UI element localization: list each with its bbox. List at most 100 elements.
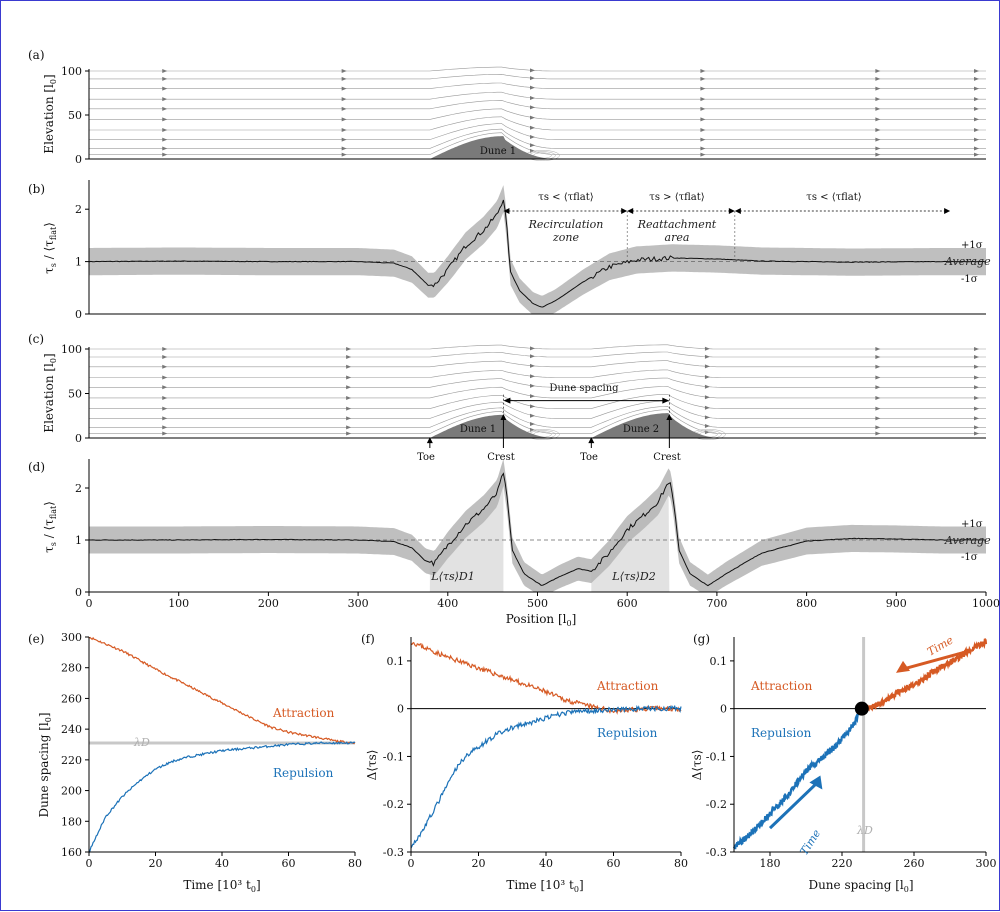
panel-label-g: (g) xyxy=(693,632,710,646)
panel-f: 0 20 40 60 80 -0.3 -0.2 -0.1 0 0.1 xyxy=(383,637,688,870)
y-tick-label: 280 xyxy=(61,662,82,675)
flow-arrow-icon xyxy=(162,117,168,122)
flow-arrow-icon xyxy=(530,363,536,368)
region-arrow-head xyxy=(728,208,735,214)
x-tick-label: 260 xyxy=(904,857,925,870)
svg-text:Δ⟨τs⟩: Δ⟨τs⟩ xyxy=(365,750,379,781)
x-tick-label: 40 xyxy=(215,857,229,870)
region-arrow-head xyxy=(944,208,951,214)
flow-arrow-icon xyxy=(162,69,168,73)
x-tick-label: 800 xyxy=(796,597,817,610)
flow-arrow-icon xyxy=(704,364,710,369)
flow-arrow-icon xyxy=(974,395,980,400)
y-tick-label: 100 xyxy=(61,65,82,78)
streamline xyxy=(89,108,986,120)
y-tick-label: 2 xyxy=(75,203,82,216)
y-tick-label: 260 xyxy=(61,692,82,705)
flow-arrow-icon xyxy=(162,431,168,436)
flow-arrow-icon xyxy=(704,384,710,389)
average-b: Average xyxy=(944,255,991,268)
x-tick-label: 60 xyxy=(282,857,296,870)
time-arrow-repulsion xyxy=(768,782,818,830)
y-tick-label: 200 xyxy=(61,785,82,798)
repulsion-label-e: Repulsion xyxy=(273,766,334,780)
x-tick-label: 1000 xyxy=(972,597,1000,610)
flow-arrow-icon xyxy=(341,69,347,73)
crest-label-2: Crest xyxy=(653,452,681,463)
flow-arrow-icon xyxy=(704,346,710,351)
region-arrow-head xyxy=(621,208,628,214)
flow-arrow-icon xyxy=(341,76,347,81)
flow-arrow-icon xyxy=(704,424,710,429)
flow-arrow-icon xyxy=(346,375,352,380)
svg-text:Elevation [l0]: Elevation [l0] xyxy=(42,74,58,153)
flow-arrow-icon xyxy=(346,431,352,436)
flow-arrow-icon xyxy=(530,346,536,351)
panel-label-e: (e) xyxy=(28,632,44,646)
flow-arrow-icon xyxy=(974,146,980,151)
dune2-label-c: Dune 2 xyxy=(623,424,659,435)
flow-arrow-icon xyxy=(346,425,352,430)
flow-arrow-icon xyxy=(162,127,168,132)
flow-arrow-icon xyxy=(704,415,710,420)
flow-arrow-icon xyxy=(530,134,536,139)
flow-arrow-icon xyxy=(974,355,980,360)
flow-arrow-icon xyxy=(700,69,706,73)
flow-arrow-icon xyxy=(974,106,980,111)
x-tick-label: 0 xyxy=(408,857,415,870)
flow-arrow-icon xyxy=(341,127,347,132)
dune1-label-a: Dune 1 xyxy=(480,146,516,157)
flow-arrow-icon xyxy=(530,85,536,90)
y-tick-label: 0 xyxy=(397,703,404,716)
flow-arrow-icon xyxy=(875,127,881,132)
flow-arrow-icon xyxy=(875,355,881,360)
flow-arrow-icon xyxy=(162,97,168,102)
flow-arrow-icon xyxy=(162,137,168,142)
y-tick-label: -0.1 xyxy=(706,750,727,763)
ylabel-f: Δ⟨τs⟩ xyxy=(365,750,379,781)
y-tick-label: 0 xyxy=(75,586,82,599)
dune-shape xyxy=(429,414,556,438)
flow-arrow-icon xyxy=(974,385,980,390)
streamline xyxy=(89,351,986,358)
flow-arrow-icon xyxy=(875,416,881,421)
y-tick-label: 1 xyxy=(75,256,82,269)
flow-arrow-icon xyxy=(875,106,881,111)
recirculation-label-2: zone xyxy=(552,231,580,244)
y-tick-label: 2 xyxy=(75,482,82,495)
y-tick-label: 0 xyxy=(75,308,82,321)
flow-arrow-icon xyxy=(700,97,706,102)
streamline xyxy=(89,66,986,72)
repulsion-label-g: Repulsion xyxy=(751,726,812,740)
y-tick-label: -0.1 xyxy=(383,750,404,763)
x-tick-label: 700 xyxy=(706,597,727,610)
y-tick-label: 160 xyxy=(61,846,82,859)
flow-arrow-icon xyxy=(162,416,168,421)
x-tick-label: 20 xyxy=(149,857,163,870)
flow-arrow-icon xyxy=(162,152,168,157)
crest-arrow-icon xyxy=(500,413,507,420)
flow-arrow-icon xyxy=(530,374,536,379)
flow-arrow-icon xyxy=(875,395,881,400)
y-tick-label: -0.2 xyxy=(383,798,404,811)
x-tick-label: 0 xyxy=(86,597,93,610)
attraction-label-e: Attraction xyxy=(272,706,335,720)
flow-arrow-icon xyxy=(341,86,347,91)
flow-arrow-icon xyxy=(875,364,881,369)
flow-arrow-icon xyxy=(162,146,168,151)
panel-label-b: (b) xyxy=(28,182,45,196)
attraction-series xyxy=(410,641,682,715)
flow-arrow-icon xyxy=(341,137,347,142)
flow-arrow-icon xyxy=(974,127,980,132)
dune-spacing-arrow-head xyxy=(503,397,511,404)
streamline xyxy=(89,360,986,368)
repulsion-label-f: Repulsion xyxy=(597,726,658,740)
ylabel-d: τs / ⟨τflat⟩ xyxy=(42,501,58,553)
plus-sigma-d: +1σ xyxy=(961,519,983,530)
reattachment-label-1: Reattachment xyxy=(637,218,717,231)
ylabel-c: Elevation [l0] xyxy=(42,353,58,432)
flow-arrow-icon xyxy=(704,375,710,380)
flow-arrow-icon xyxy=(341,146,347,151)
xlabel-d: Position [l0] xyxy=(506,612,577,628)
